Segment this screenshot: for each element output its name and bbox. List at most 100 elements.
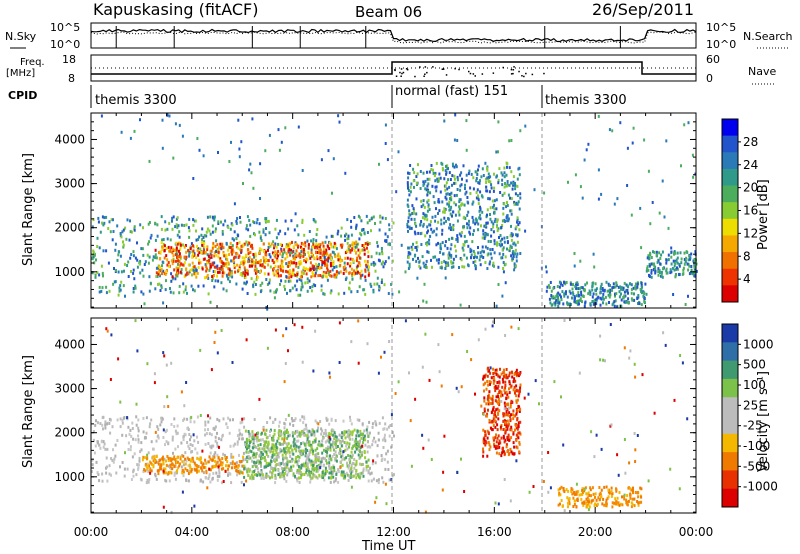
data-cell (336, 445, 339, 448)
data-cell (316, 458, 319, 462)
data-cell (100, 114, 103, 118)
data-cell (454, 203, 457, 207)
data-cell (173, 473, 176, 477)
data-cell (337, 468, 340, 472)
data-cell (205, 269, 208, 273)
data-cell (471, 202, 474, 206)
data-cell (627, 301, 630, 305)
data-cell (300, 279, 303, 283)
data-cell (413, 230, 416, 234)
data-cell (643, 300, 646, 304)
data-cell (462, 243, 465, 246)
data-cell (103, 216, 106, 220)
data-cell (292, 452, 295, 456)
data-cell (196, 244, 199, 248)
data-cell (186, 456, 189, 460)
data-cell (488, 448, 491, 452)
data-cell (326, 447, 329, 451)
data-cell (340, 470, 343, 474)
data-cell (475, 196, 478, 200)
data-cell (410, 217, 413, 221)
data-cell (366, 450, 369, 454)
data-cell (497, 401, 500, 405)
data-cell (253, 460, 256, 464)
data-cell (492, 417, 495, 421)
data-cell (446, 263, 449, 267)
data-cell (209, 232, 212, 236)
data-cell (248, 264, 251, 268)
data-cell (361, 273, 364, 277)
data-cell (412, 257, 414, 261)
data-cell (272, 458, 275, 462)
data-cell (480, 175, 483, 179)
data-cell (335, 454, 338, 458)
data-cell (408, 251, 411, 255)
data-cell (298, 469, 301, 473)
data-cell (579, 259, 582, 263)
data-cell (518, 228, 521, 232)
data-cell (674, 261, 677, 265)
data-cell (630, 213, 633, 217)
data-cell (208, 455, 211, 459)
data-cell (361, 248, 364, 252)
data-cell (211, 246, 214, 250)
nave-point (406, 68, 409, 71)
data-cell (445, 172, 448, 176)
data-cell (382, 265, 385, 269)
data-cell (213, 285, 216, 289)
data-cell (235, 461, 238, 465)
data-cell (680, 257, 683, 261)
data-cell (299, 434, 302, 438)
data-cell (111, 238, 114, 242)
data-cell (130, 253, 133, 256)
data-cell (322, 274, 325, 278)
nsky-label: N.Sky (5, 30, 37, 43)
data-cell (560, 295, 562, 299)
data-cell (229, 472, 232, 476)
data-cell (354, 241, 357, 245)
data-cell (264, 459, 267, 463)
data-cell (353, 269, 356, 273)
data-cell (434, 185, 437, 189)
data-cell (325, 454, 328, 458)
data-cell (421, 216, 424, 220)
data-cell (122, 240, 124, 244)
data-cell (500, 372, 503, 376)
data-cell (323, 247, 326, 251)
data-cell (594, 282, 597, 286)
data-cell (319, 248, 322, 252)
data-cell (269, 450, 272, 454)
data-cell (260, 469, 263, 473)
data-cell (489, 382, 491, 386)
data-cell (481, 236, 484, 240)
data-cell (557, 291, 560, 295)
data-cell (329, 446, 332, 450)
data-cell (391, 474, 394, 478)
data-cell (627, 499, 630, 503)
data-cell (489, 380, 492, 384)
data-cell (374, 262, 377, 266)
data-cell (251, 264, 253, 268)
data-cell (417, 256, 419, 260)
data-cell (487, 178, 490, 182)
data-cell (122, 284, 125, 288)
data-cell (254, 252, 257, 256)
data-cell (386, 427, 389, 431)
data-cell (366, 221, 369, 225)
data-cell (214, 459, 216, 463)
data-cell (138, 456, 141, 460)
data-cell (681, 272, 684, 276)
data-cell (386, 158, 389, 162)
data-cell (233, 238, 235, 242)
data-cell (247, 430, 250, 433)
data-cell (250, 450, 253, 454)
data-cell (330, 471, 333, 475)
data-cell (512, 182, 515, 185)
data-cell (234, 462, 236, 466)
data-cell (274, 481, 277, 485)
data-cell (361, 422, 364, 426)
data-cell (413, 254, 416, 258)
data-cell (218, 419, 221, 423)
data-cell (499, 244, 502, 248)
